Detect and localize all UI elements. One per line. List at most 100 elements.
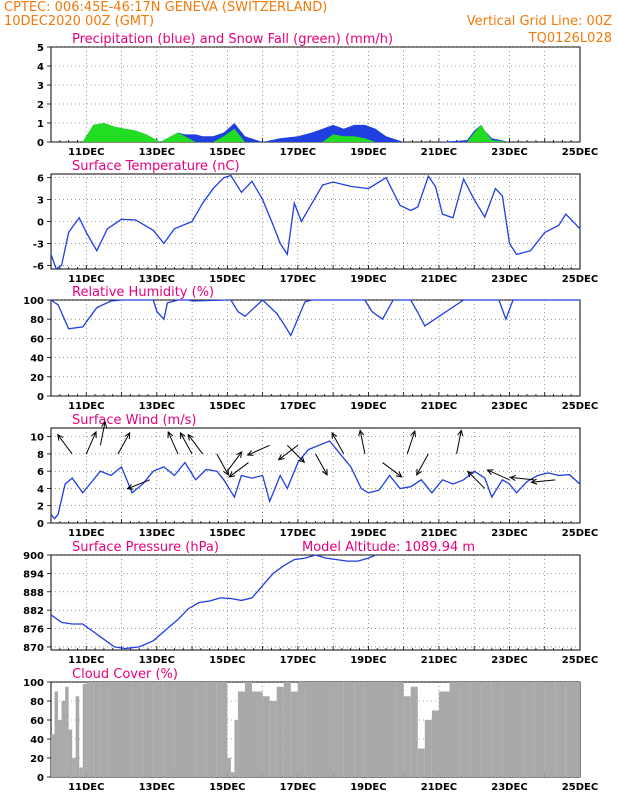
cloud-bar [86, 682, 90, 777]
cloud-bar [227, 758, 231, 777]
y-tick-label: 4 [37, 484, 44, 495]
x-tick-label: 21DEC [421, 655, 457, 666]
x-tick-label: 23DEC [491, 782, 527, 793]
y-tick-label: 8 [37, 450, 44, 461]
wind-arrow [531, 479, 556, 483]
cloud-bar [163, 682, 175, 777]
x-tick-label: 25DEC [562, 655, 598, 666]
y-tick-label: 5 [37, 43, 44, 54]
cloud-bar [290, 691, 298, 777]
x-tick-label: 13DEC [139, 655, 175, 666]
x-tick-label: 13DEC [139, 401, 175, 412]
wind-arrow [117, 432, 131, 455]
cloud-bar [61, 701, 66, 777]
wind-arrow-head [457, 429, 464, 437]
x-tick-label: 11DEC [68, 655, 104, 666]
wind-arrow [85, 431, 97, 455]
wind-arrow [99, 421, 106, 446]
x-tick-label: 23DEC [491, 274, 527, 285]
cloud-bar [276, 686, 284, 777]
x-tick-label: 13DEC [139, 147, 175, 158]
wind-arrow-head [509, 474, 517, 481]
x-tick-label: 17DEC [280, 401, 316, 412]
wind-arrow-head [236, 451, 243, 458]
y-tick-label: 0 [37, 519, 44, 530]
panel-title: Surface Temperature (nC) [72, 159, 240, 174]
x-tick-label: 25DEC [562, 528, 598, 539]
y-tick-label: 6 [37, 467, 44, 478]
x-tick-label: 23DEC [491, 528, 527, 539]
cloud-bar [354, 682, 365, 777]
cloud-bar [68, 729, 73, 777]
cloud-bar [58, 720, 62, 777]
x-tick-label: 19DEC [350, 528, 386, 539]
y-tick-label: 80 [30, 697, 44, 708]
plot-frame [50, 46, 581, 143]
panel-title: Relative Humidity (%) [72, 285, 214, 300]
x-tick-label: 17DEC [280, 528, 316, 539]
cloud-bar [153, 682, 164, 777]
y-tick-label: 3 [37, 196, 44, 207]
wind-arrow-head [167, 430, 174, 438]
y-tick-label: 4 [37, 62, 44, 73]
wind-arrow [456, 430, 462, 455]
x-tick-label: 17DEC [280, 147, 316, 158]
x-tick-label: 19DEC [350, 147, 386, 158]
y-tick-label: 100 [23, 678, 44, 689]
cloud-bar [216, 682, 228, 777]
x-tick-label: 15DEC [209, 655, 245, 666]
wind-arrow [179, 432, 193, 455]
wind-arrow-head [57, 433, 64, 441]
series-line [50, 554, 376, 650]
wind-arrow-head [486, 469, 494, 475]
y-tick-label: 40 [30, 735, 44, 746]
cloud-bar [343, 682, 355, 777]
panel-title: Precipitation (blue) and Snow Fall (gree… [72, 32, 393, 47]
series-line [50, 440, 581, 520]
cloud-bar [297, 682, 305, 777]
x-tick-label: 19DEC [350, 274, 386, 285]
cloud-bar [185, 682, 196, 777]
cloud-bar [502, 682, 513, 777]
precipitation-area [68, 123, 577, 142]
wind-arrow-head [358, 429, 365, 437]
x-tick-label: 21DEC [421, 274, 457, 285]
plot-frame [50, 554, 581, 651]
x-tick-label: 13DEC [139, 274, 175, 285]
y-tick-label: 894 [23, 569, 44, 580]
wind-arrow [315, 453, 328, 476]
cloud-bar [311, 682, 323, 777]
header-date: 10DEC2020 00Z (GMT) [4, 14, 154, 29]
cloud-bar [555, 682, 566, 777]
cloud-bar [470, 682, 482, 777]
wind-arrow [216, 453, 229, 476]
y-tick-label: 876 [23, 625, 44, 636]
panel-5: 870 876 882 888 894 900 11DEC 13DEC 15DEC 17DEC 19… [23, 540, 598, 666]
x-tick-label: 25DEC [562, 147, 598, 158]
wind-arrow [228, 462, 249, 478]
cloud-bar [534, 682, 545, 777]
wind-arrow-head [416, 468, 422, 476]
x-tick-label: 19DEC [350, 782, 386, 793]
cloud-bar [375, 682, 387, 777]
cloud-bar [304, 682, 312, 777]
cloud-bar [142, 682, 154, 777]
wind-arrow [167, 431, 179, 455]
panel-title: Surface Pressure (hPa) [72, 540, 219, 555]
wind-arrow-head [321, 468, 328, 476]
cloud-bar [237, 691, 245, 777]
cloud-bar [396, 682, 404, 777]
y-tick-label: 2 [37, 502, 44, 513]
panel-3: 0 20 40 60 80 100 11DEC 13DEC 15DEC 17DEC 19DEC 21D… [23, 285, 598, 412]
cloud-bar [523, 682, 535, 777]
wind-arrow-head [298, 456, 306, 464]
wind-arrow-head [91, 430, 97, 438]
wind-arrow-head [246, 450, 254, 456]
header-model-code: TQ0126L028 [528, 31, 612, 46]
wind-arrow [226, 451, 243, 472]
cloud-bar [283, 682, 291, 777]
y-tick-label: -3 [33, 239, 44, 250]
panel-title: Cloud Cover (%) [72, 667, 178, 682]
y-tick-label: 60 [30, 334, 44, 345]
y-tick-label: 20 [30, 373, 44, 384]
